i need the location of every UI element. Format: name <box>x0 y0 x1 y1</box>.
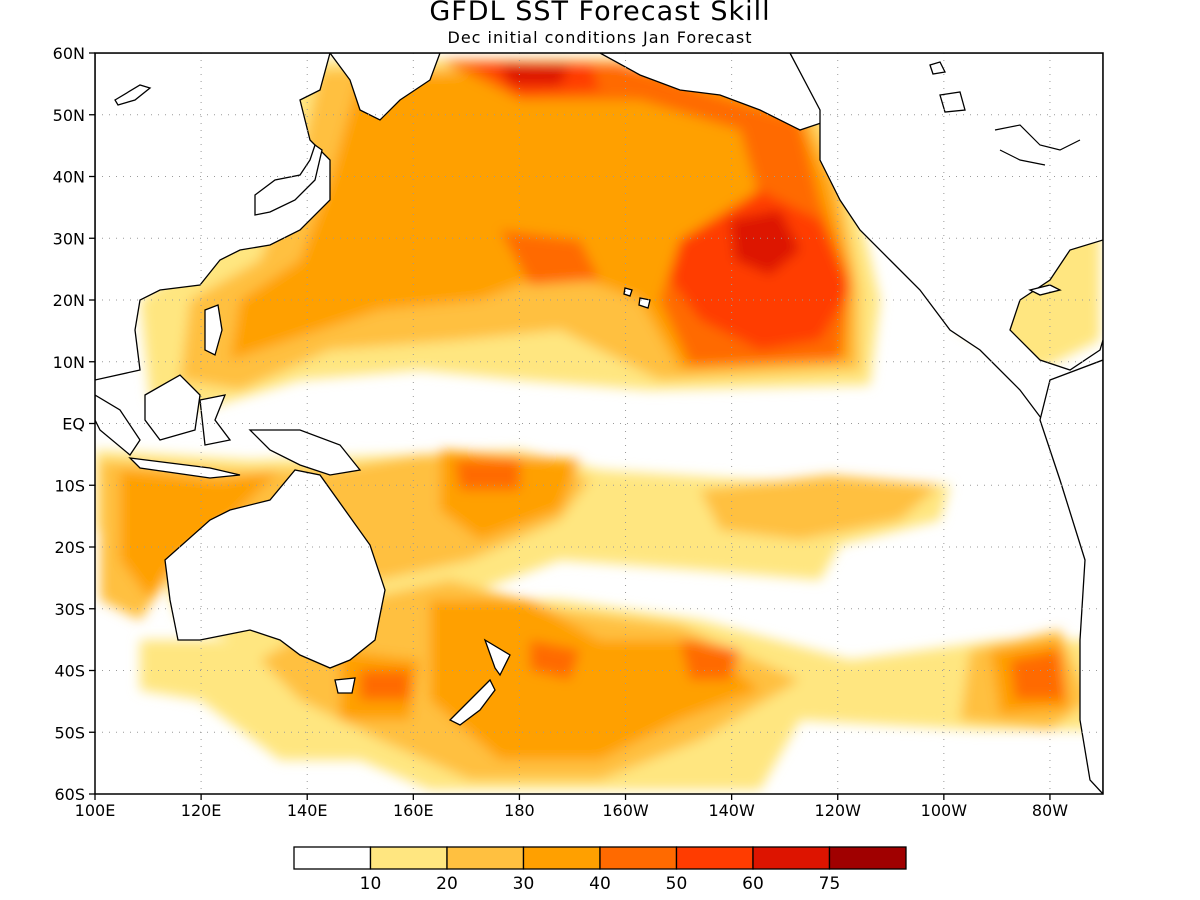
lon-tick-label: 160W <box>602 801 649 820</box>
longitude-axis: 100E 120E 140E 160E 180 160W 140W 120W 100W 80W <box>75 794 1068 820</box>
lon-tick-label: 80W <box>1032 801 1068 820</box>
lat-tick-label: 50S <box>54 723 85 742</box>
latitude-axis: 60N 50N 40N 30N 20N 10N EQ 10S 20S 30S 40S 50S 60S <box>53 44 95 804</box>
colorbar-label: 60 <box>742 874 764 894</box>
lat-tick-label: 40N <box>53 168 85 187</box>
lat-tick-label: 40S <box>54 662 85 681</box>
colorbar-swatch <box>522 846 601 870</box>
lon-tick-label: 140W <box>708 801 755 820</box>
colorbar-label: 40 <box>589 874 611 894</box>
colorbar: 10 20 30 40 50 60 75 <box>293 846 907 894</box>
colorbar-label: 20 <box>436 874 458 894</box>
lon-tick-label: 180 <box>504 801 535 820</box>
lat-tick-label: EQ <box>62 415 85 434</box>
land-outline <box>95 53 1103 794</box>
colorbar-swatch <box>446 846 525 870</box>
lat-tick-label: 20N <box>53 291 85 310</box>
lon-tick-label: 120E <box>181 801 222 820</box>
colorbar-swatch <box>752 846 831 870</box>
colorbar-label: 50 <box>666 874 688 894</box>
map-title: GFDL SST Forecast Skill <box>429 0 771 27</box>
lat-tick-label: 50N <box>53 106 85 125</box>
colorbar-swatch <box>675 846 754 870</box>
colorbar-label: 10 <box>360 874 382 894</box>
lat-tick-label: 30N <box>53 229 85 248</box>
lat-tick-label: 20S <box>54 538 85 557</box>
lat-tick-label: 60S <box>54 785 85 804</box>
lat-tick-label: 10N <box>53 353 85 372</box>
lon-tick-label: 140E <box>287 801 328 820</box>
colorbar-swatch <box>599 846 678 870</box>
lon-tick-label: 160E <box>393 801 434 820</box>
skill-shading <box>95 53 1103 794</box>
lon-tick-label: 100W <box>921 801 968 820</box>
gridlines <box>95 53 1103 794</box>
colorbar-swatch <box>369 846 448 870</box>
lat-tick-label: 60N <box>53 44 85 63</box>
lat-tick-label: 10S <box>54 476 85 495</box>
colorbar-swatch <box>828 846 907 870</box>
map-subtitle: Dec initial conditions Jan Forecast <box>447 28 753 47</box>
lon-tick-label: 100E <box>75 801 116 820</box>
colorbar-swatch <box>293 846 372 870</box>
lat-tick-label: 30S <box>54 600 85 619</box>
colorbar-label: 30 <box>513 874 535 894</box>
lon-tick-label: 120W <box>815 801 862 820</box>
colorbar-label: 75 <box>819 874 841 894</box>
